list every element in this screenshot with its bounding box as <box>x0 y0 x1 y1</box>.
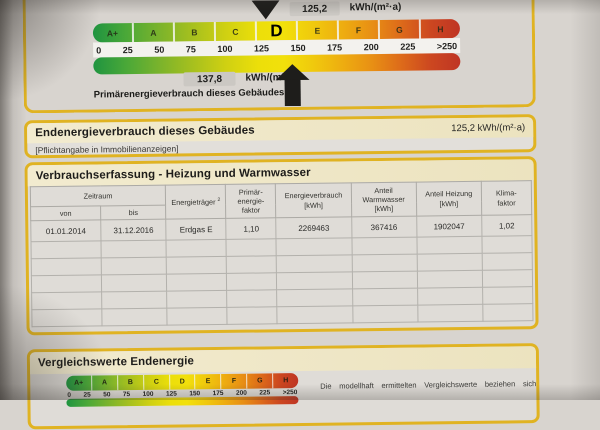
section-title: Endenergieverbrauch dieses Gebäudes <box>35 124 255 140</box>
end-energy-marker-arrow-icon <box>251 0 281 20</box>
class-cell-b: B <box>117 374 144 391</box>
cell-anteil-heizung: 1902047 <box>416 215 482 238</box>
class-cell-f: F <box>221 373 248 389</box>
class-cell-c: C <box>215 21 258 42</box>
col-header-zeitraum: Zeitraum <box>30 185 166 207</box>
end-energy-value: 125,2 <box>302 3 328 15</box>
col-header-klimafaktor: Klima- faktor <box>481 180 532 216</box>
cell-energieverbrauch: 2269463 <box>276 216 352 239</box>
section-title-strip: Vergleichswerte Endenergie <box>29 346 537 375</box>
class-cell-b: B <box>174 22 217 42</box>
section-title: Vergleichswerte Endenergie <box>37 355 195 370</box>
col-header-energietraeger: Energieträger 2 <box>165 184 227 220</box>
cell-primaerfaktor: 1,10 <box>226 217 277 240</box>
comparison-secondary-band <box>66 396 299 407</box>
cell-energietraeger: Erdgas E <box>165 218 227 241</box>
class-cell-h: H <box>437 23 444 34</box>
class-cell-a: A <box>92 375 119 391</box>
cell-anteil-warmwasser: 367416 <box>351 216 417 238</box>
cell-bis: 31.12.2016 <box>100 219 167 241</box>
verbrauchserfassung-section: Verbrauchserfassung - Heizung und Warmwa… <box>24 156 539 336</box>
document-page: 125,2 kWh/(m²·a) A+ A B C D E F G H 0 25… <box>22 0 540 430</box>
col-header-primaerfaktor: Primär- energie- faktor <box>225 183 277 219</box>
comparison-scale: A+ A B C D E F G H 0 25 50 75 100 125 <box>66 373 299 407</box>
col-header-von: von <box>30 205 101 221</box>
endenergie-value: 125,2 kWh/(m²·a) <box>451 121 526 134</box>
class-cell-a: A <box>133 22 176 43</box>
primary-energy-label: Primärenergieverbrauch dieses Gebäudes <box>93 87 285 101</box>
primary-energy-marker-arrow-icon <box>275 64 310 107</box>
primary-energy-value: 137,8 <box>196 73 223 85</box>
class-cell-a-plus: A+ <box>66 375 93 391</box>
col-header-anteil-heizung: Anteil Heizung [kWh] <box>416 181 482 217</box>
class-cell-e: E <box>195 373 222 390</box>
col-header-bis: bis <box>100 205 166 220</box>
vergleichswerte-section: Vergleichswerte Endenergie A+ A B C D E … <box>26 343 540 430</box>
footnote-marker: 2 <box>217 196 221 203</box>
col-header-anteil-warmwasser: Anteil Warmwasser [kWh] <box>350 182 417 217</box>
class-cell-d: D <box>169 374 196 390</box>
class-cell-e: E <box>297 20 340 41</box>
class-cell-f: F <box>338 20 381 40</box>
class-cell-g: G <box>247 373 274 389</box>
section-title: Verbrauchserfassung - Heizung und Warmwa… <box>35 166 311 182</box>
class-cell-h: H <box>283 377 289 385</box>
cell-von: 01.01.2014 <box>30 219 102 242</box>
end-energy-unit: kWh/(m²·a) <box>349 1 402 14</box>
cell-klimafaktor: 1,02 <box>481 214 532 237</box>
class-cell-g: G <box>379 19 422 40</box>
comparison-note-text: Die modellhaft ermittelten Vergleichswer… <box>320 379 537 391</box>
endenergieverbrauch-section: Endenergieverbrauch dieses Gebäudes 125,… <box>24 114 537 159</box>
primary-energy-value-chip: 137,8 <box>183 71 236 87</box>
class-cell-d-current: D <box>256 21 299 41</box>
class-cell-a-plus: A+ <box>92 23 135 43</box>
end-energy-value-chip: 125,2 <box>289 1 340 17</box>
class-cell-c: C <box>143 374 170 390</box>
col-header-energieverbrauch: Energieverbrauch [kWh] <box>275 182 352 218</box>
consumption-table: Zeitraum Energieträger 2 Primär- energie… <box>30 180 534 327</box>
